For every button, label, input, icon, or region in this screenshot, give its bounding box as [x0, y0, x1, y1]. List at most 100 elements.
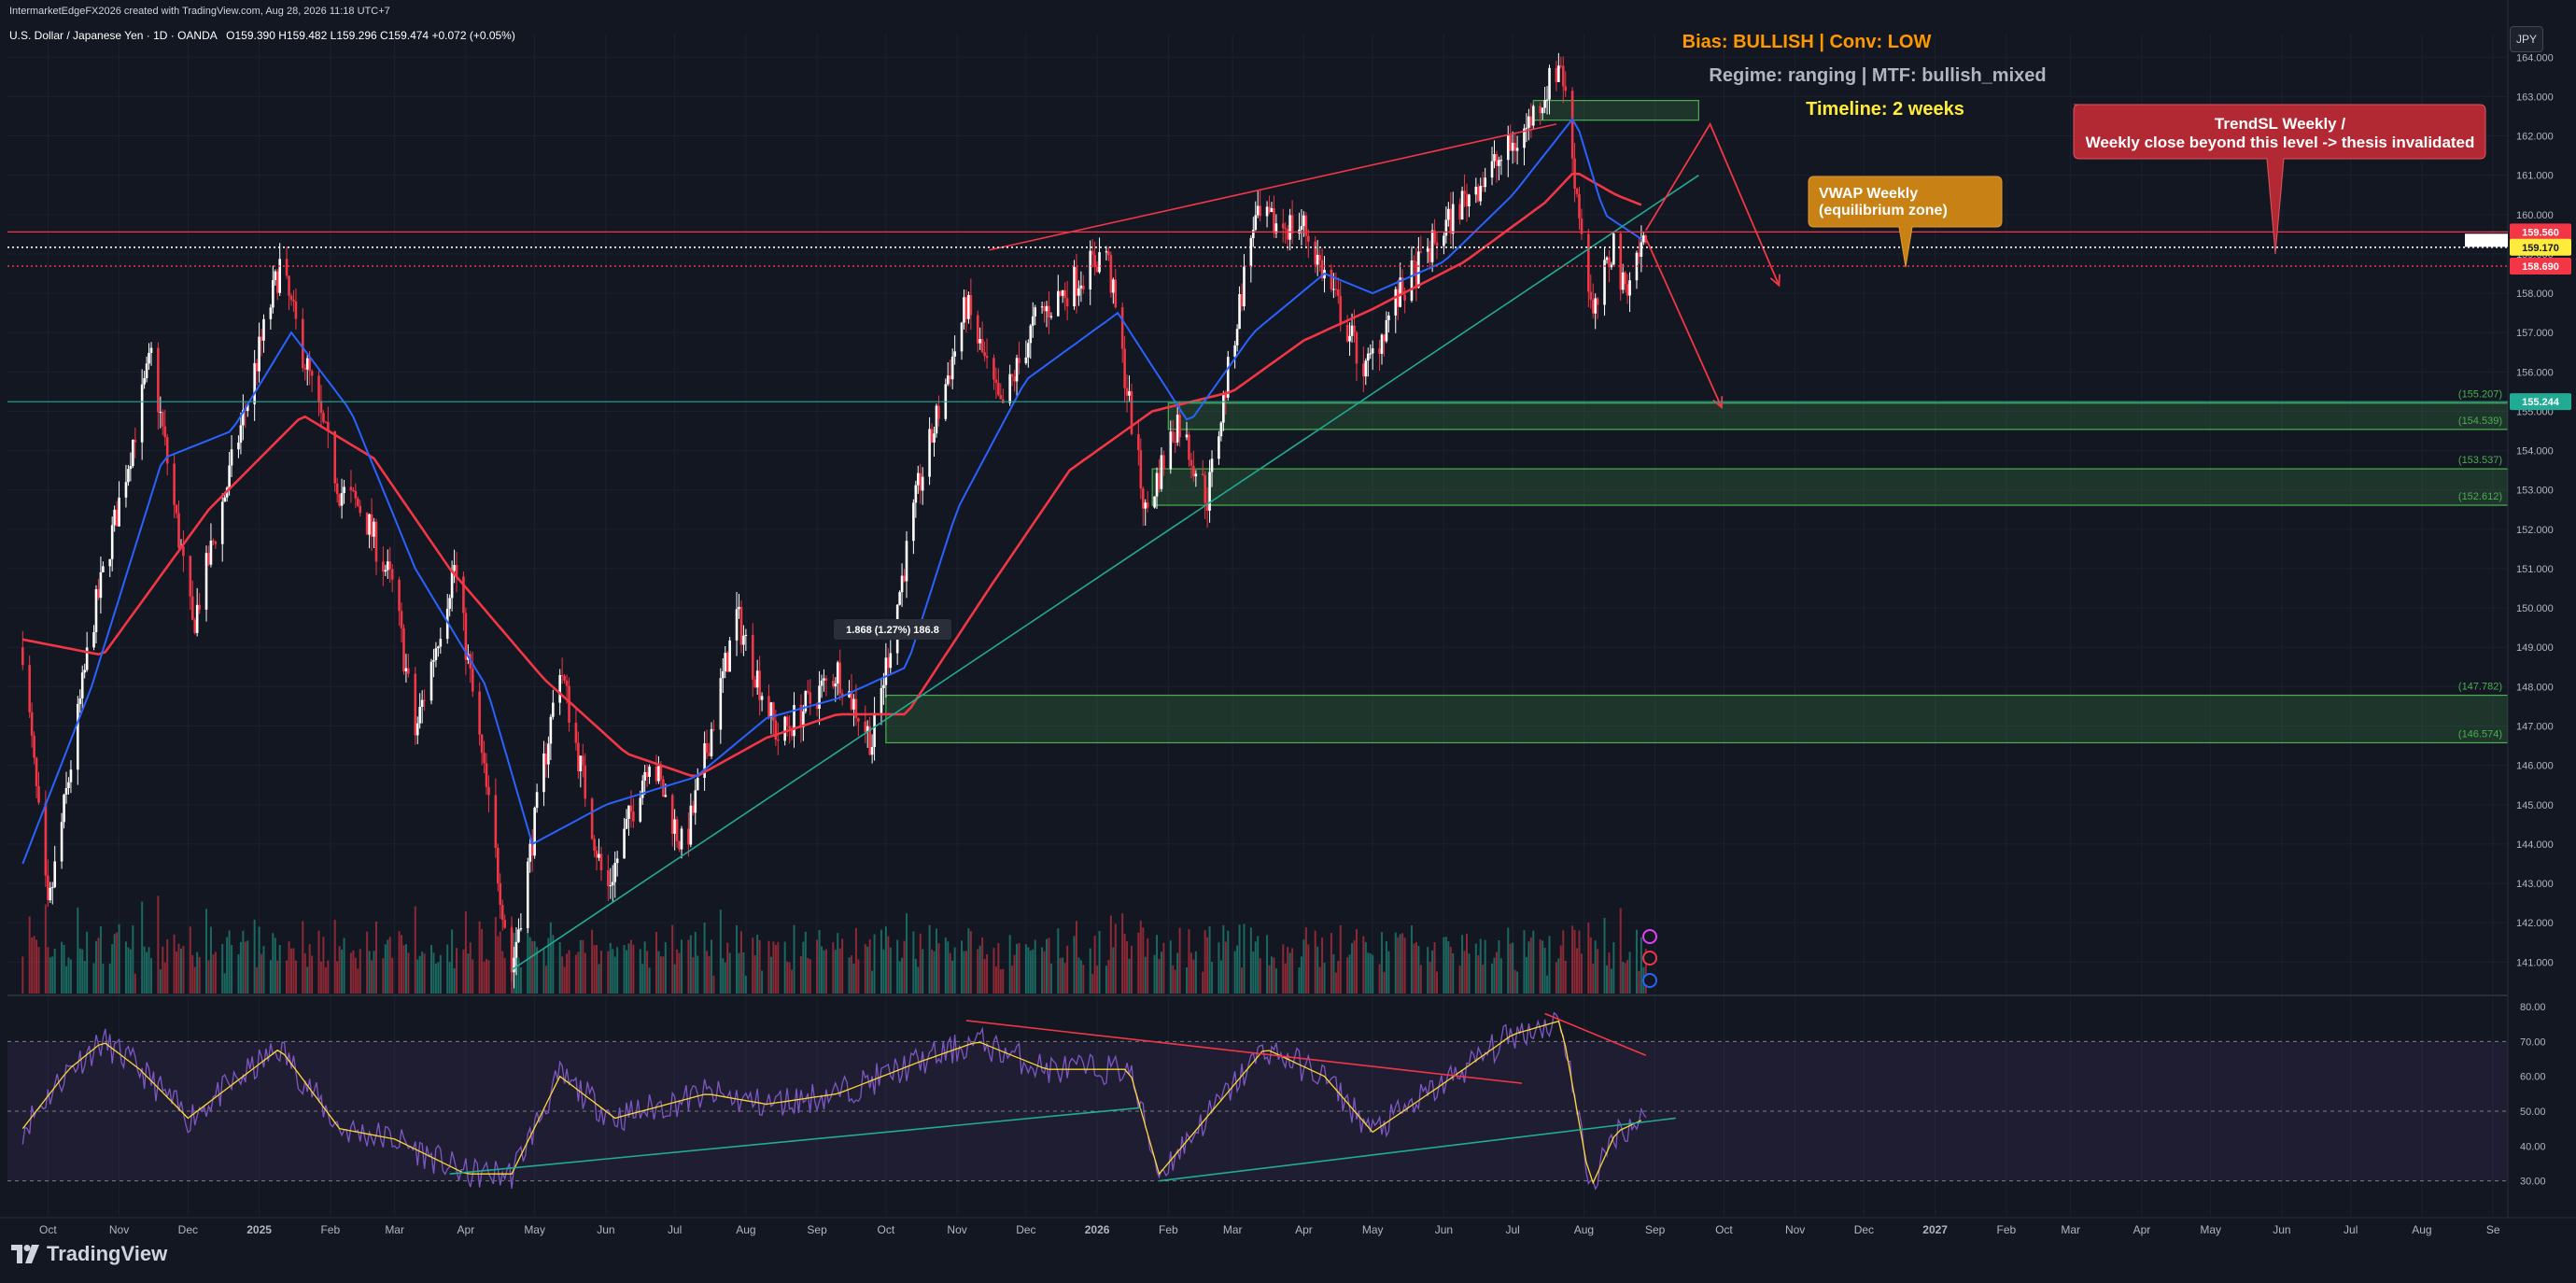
- candle-body: [560, 675, 564, 677]
- candle-body: [1525, 127, 1528, 129]
- volume-bar: [336, 961, 339, 994]
- volume-bar: [752, 938, 754, 994]
- volume-bar: [404, 944, 407, 994]
- candle-body: [1605, 257, 1609, 261]
- candle-body: [1594, 298, 1598, 314]
- candle-body: [1112, 279, 1115, 293]
- candle-body: [373, 521, 375, 537]
- candle-body: [1449, 208, 1453, 234]
- candle-body: [1304, 215, 1308, 236]
- volume-bar: [1274, 968, 1277, 994]
- candle-body: [239, 425, 243, 443]
- symbol-name[interactable]: U.S. Dollar / Japanese Yen · 1D · OANDA: [9, 29, 218, 42]
- candle-body: [228, 465, 231, 488]
- candle-body: [1545, 99, 1549, 101]
- candle-body: [1281, 223, 1285, 229]
- volume-bar: [242, 930, 245, 994]
- candle-body: [579, 755, 583, 771]
- candle-body: [275, 271, 279, 293]
- candle-body: [212, 540, 215, 543]
- volume-bar: [1436, 971, 1439, 994]
- volume-bar: [1410, 924, 1413, 994]
- candle-body: [1468, 194, 1471, 206]
- candle-body: [558, 675, 561, 703]
- candle-body: [1273, 207, 1275, 233]
- volume-bar: [1128, 958, 1131, 994]
- volume-bar: [317, 930, 320, 994]
- high-label: H: [278, 29, 287, 42]
- close-label: C: [380, 29, 388, 42]
- rsi-divergence-line: [1159, 1117, 1676, 1182]
- volume-bar: [1208, 926, 1211, 994]
- symbol-header: IntermarketEdgeFX2026 created with Tradi…: [9, 6, 515, 42]
- tradingview-logo[interactable]: TradingView: [11, 1242, 167, 1266]
- volume-bar: [786, 961, 789, 994]
- volume-bar: [228, 930, 231, 994]
- candle-body: [453, 565, 456, 571]
- vwap-text: (equilibrium zone): [1819, 203, 1948, 219]
- candle-body: [1155, 472, 1159, 497]
- candle-body: [680, 828, 683, 850]
- currency-button[interactable]: JPY: [2510, 26, 2543, 52]
- volume-bar: [1532, 930, 1535, 994]
- candle-body: [478, 691, 481, 735]
- candle-body: [49, 887, 52, 901]
- volume-bar: [841, 938, 844, 994]
- volume-bar: [1011, 966, 1014, 994]
- volume-bar: [1339, 924, 1342, 994]
- candle-body: [994, 379, 998, 383]
- volume-bar: [306, 966, 309, 994]
- volume-bar: [997, 943, 1000, 994]
- volume-bar: [1282, 944, 1285, 994]
- candle-body: [1355, 331, 1358, 364]
- volume-bar: [116, 932, 119, 994]
- volume-bar: [366, 931, 369, 994]
- candle-body: [933, 433, 936, 443]
- volume-bar: [1417, 946, 1420, 994]
- candle-body: [1596, 298, 1599, 305]
- volume-bar: [47, 947, 49, 994]
- rsi-tick-label: 50.00: [2520, 1107, 2546, 1118]
- candle-body: [253, 362, 256, 404]
- volume-bar: [1539, 938, 1541, 994]
- rsi-divergence-line: [1544, 1012, 1647, 1057]
- time-tick-label: Oct: [878, 1223, 895, 1236]
- volume-bar: [1509, 943, 1512, 994]
- candle-body: [815, 703, 819, 710]
- candle-body: [744, 634, 748, 636]
- candle-body: [1575, 188, 1579, 194]
- candle-body: [1043, 306, 1046, 312]
- volume-bar: [1624, 963, 1626, 994]
- candle-body: [1410, 260, 1414, 301]
- volume-bar: [1024, 944, 1027, 994]
- candle-body: [1185, 434, 1189, 438]
- volume-bar: [127, 947, 130, 994]
- price-tick-label: 164.000: [2516, 52, 2554, 63]
- volume-bar: [439, 954, 442, 994]
- volume-bar: [35, 939, 38, 994]
- volume-bar: [1337, 961, 1340, 994]
- volume-bar: [1381, 932, 1384, 994]
- candle-body: [77, 703, 79, 770]
- volume-bar: [472, 959, 474, 994]
- candle-body: [788, 726, 791, 729]
- volume-bar: [772, 941, 775, 994]
- volume-bar: [83, 961, 86, 994]
- candle-body: [1417, 251, 1420, 289]
- candle-body: [1175, 415, 1179, 443]
- candle-body: [1095, 266, 1099, 273]
- volume-bar: [951, 960, 954, 994]
- volume-bar: [848, 957, 851, 994]
- volume-bar: [1608, 952, 1611, 994]
- candle-body: [1378, 348, 1381, 354]
- volume-bar: [712, 975, 715, 994]
- candle-body: [1557, 65, 1560, 82]
- volume-bar: [671, 924, 674, 994]
- candle-body: [414, 673, 417, 736]
- candle-body: [824, 678, 828, 681]
- candle-body: [1474, 186, 1478, 195]
- volume-bar: [1527, 941, 1530, 994]
- candle-body: [1403, 294, 1406, 301]
- volume-bar: [531, 940, 534, 994]
